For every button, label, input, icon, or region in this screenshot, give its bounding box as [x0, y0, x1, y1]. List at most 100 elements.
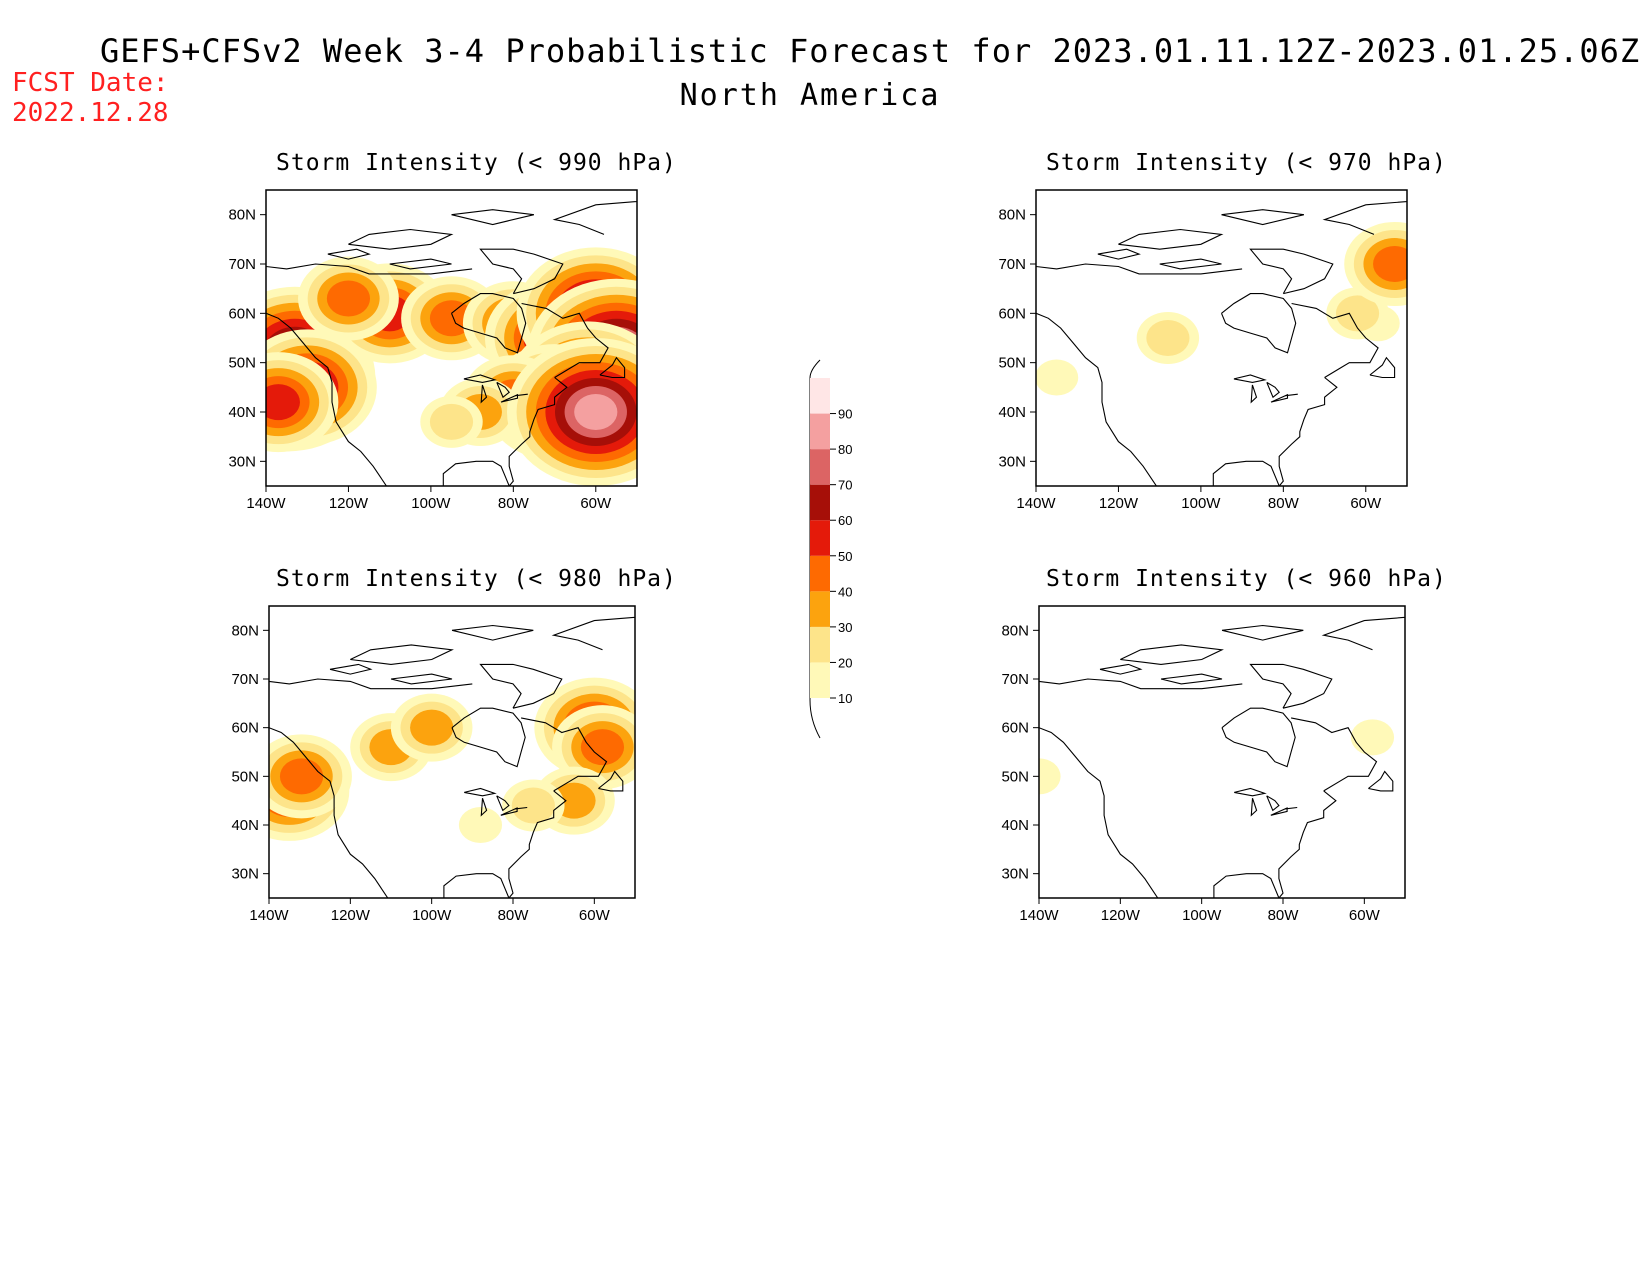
lat-tick-label: 50N [998, 355, 1026, 372]
coastline [1270, 807, 1288, 816]
prob-cell [1335, 295, 1380, 332]
map-frame [1038, 605, 1406, 899]
lat-tick-label: 40N [1001, 817, 1029, 834]
lon-tick-label: 140W [249, 907, 289, 924]
lon-tick-label: 100W [1182, 907, 1222, 924]
coastline [348, 228, 454, 250]
coastline [1369, 356, 1396, 379]
coastline [1250, 384, 1258, 404]
lat-tick-label: 80N [231, 622, 259, 639]
lon-tick-label: 80W [1268, 495, 1300, 512]
colorbar-label: 80 [838, 442, 852, 457]
colorbar-label: 60 [838, 513, 852, 528]
coastline [500, 393, 519, 403]
coastline [1160, 673, 1223, 685]
lon-tick-label: 60W [1349, 907, 1381, 924]
coastline [520, 717, 608, 792]
coastline [479, 248, 564, 295]
colorbar-swatch [810, 626, 830, 663]
colorbar-label: 20 [838, 655, 852, 670]
colorbar-label: 70 [838, 478, 852, 493]
coastline [1213, 790, 1337, 898]
map-panel-p960: 140W 120W 100W 80W 60W 80N 70N 60N 50N 40N 30N [1001, 605, 1406, 924]
main-title: GEFS+CFSv2 Week 3-4 Probabilistic Foreca… [100, 32, 1641, 70]
coastline [1233, 374, 1267, 383]
coastline [451, 624, 534, 641]
lon-tick-label: 100W [412, 907, 452, 924]
coastline [552, 200, 637, 235]
coastline [451, 707, 526, 768]
lat-tick-label: 60N [998, 305, 1026, 322]
coastline [1039, 678, 1243, 690]
coastline [1212, 377, 1338, 486]
panel-title-960: Storm Intensity (< 960 hPa) [1046, 566, 1447, 592]
coastline [1270, 393, 1289, 403]
colorbar-swatch [810, 520, 830, 556]
coastline [329, 663, 373, 675]
map-frame [268, 605, 636, 899]
coastline [1036, 312, 1158, 486]
lat-tick-label: 40N [998, 404, 1026, 421]
coastline [1120, 644, 1224, 665]
lat-tick-label: 50N [231, 768, 259, 785]
coastline [1284, 806, 1298, 810]
coastline [1321, 616, 1405, 651]
coastline [1290, 717, 1378, 792]
coastline [1221, 209, 1305, 226]
lon-tick-label: 100W [1181, 495, 1221, 512]
lon-tick-label: 60W [580, 495, 612, 512]
lon-tick-label: 80W [1268, 907, 1300, 924]
lat-tick-label: 30N [228, 453, 256, 470]
lat-tick-label: 80N [1001, 622, 1029, 639]
coastline [450, 293, 527, 354]
coastline [1159, 258, 1222, 270]
colorbar-label: 10 [838, 691, 852, 706]
fcst-date-label: FCST Date: [12, 68, 169, 98]
prob-cell [458, 807, 503, 843]
lon-tick-label: 140W [1016, 495, 1056, 512]
map-panel-p980: 140W 120W 100W 80W 60W 80N 70N 60N 50N 40N 30N [231, 605, 636, 924]
coastline [269, 678, 473, 690]
coastline [1266, 795, 1280, 812]
lat-tick-label: 30N [231, 866, 259, 883]
coastline [1250, 798, 1258, 817]
prob-cell [580, 729, 625, 766]
region-subtitle: North America [679, 78, 941, 113]
coastline [551, 616, 635, 651]
coastline [1097, 248, 1141, 260]
coastline [496, 381, 510, 399]
coastline [442, 377, 568, 486]
lon-tick-label: 120W [1101, 907, 1141, 924]
prob-cell [511, 787, 555, 824]
coastline [1036, 263, 1243, 275]
colorbar: 10 20 30 40 50 60 70 80 90 [809, 359, 852, 739]
coastline [1234, 787, 1267, 797]
coastline [266, 263, 473, 275]
coastline [1285, 393, 1298, 397]
lon-tick-label: 140W [1019, 907, 1059, 924]
lat-tick-label: 80N [228, 207, 256, 224]
lon-tick-label: 140W [246, 495, 286, 512]
coastline [390, 673, 453, 685]
colorbar-swatch [810, 413, 830, 450]
coastline [1266, 381, 1280, 399]
prob-cell [1036, 359, 1079, 396]
fcst-date-value: 2022.12.28 [12, 98, 169, 128]
map-panel-p970: 140W 120W 100W 80W 60W 80N 70N 60N 50N 40N 30N [998, 189, 1408, 512]
coastline [515, 393, 528, 397]
coastline [480, 384, 488, 404]
coastline [266, 312, 388, 486]
coastline [389, 258, 452, 270]
coastline [480, 798, 488, 817]
prob-cell [410, 709, 454, 746]
prob-cell [1350, 719, 1395, 756]
lon-tick-label: 120W [329, 495, 369, 512]
coastline [327, 248, 371, 260]
coastline [521, 302, 609, 378]
coastline [269, 727, 389, 898]
lon-tick-label: 100W [411, 495, 451, 512]
prob-cell [429, 403, 474, 440]
lat-tick-label: 60N [1001, 720, 1029, 737]
colorbar-swatch [810, 484, 830, 521]
colorbar-swatch [810, 591, 830, 627]
